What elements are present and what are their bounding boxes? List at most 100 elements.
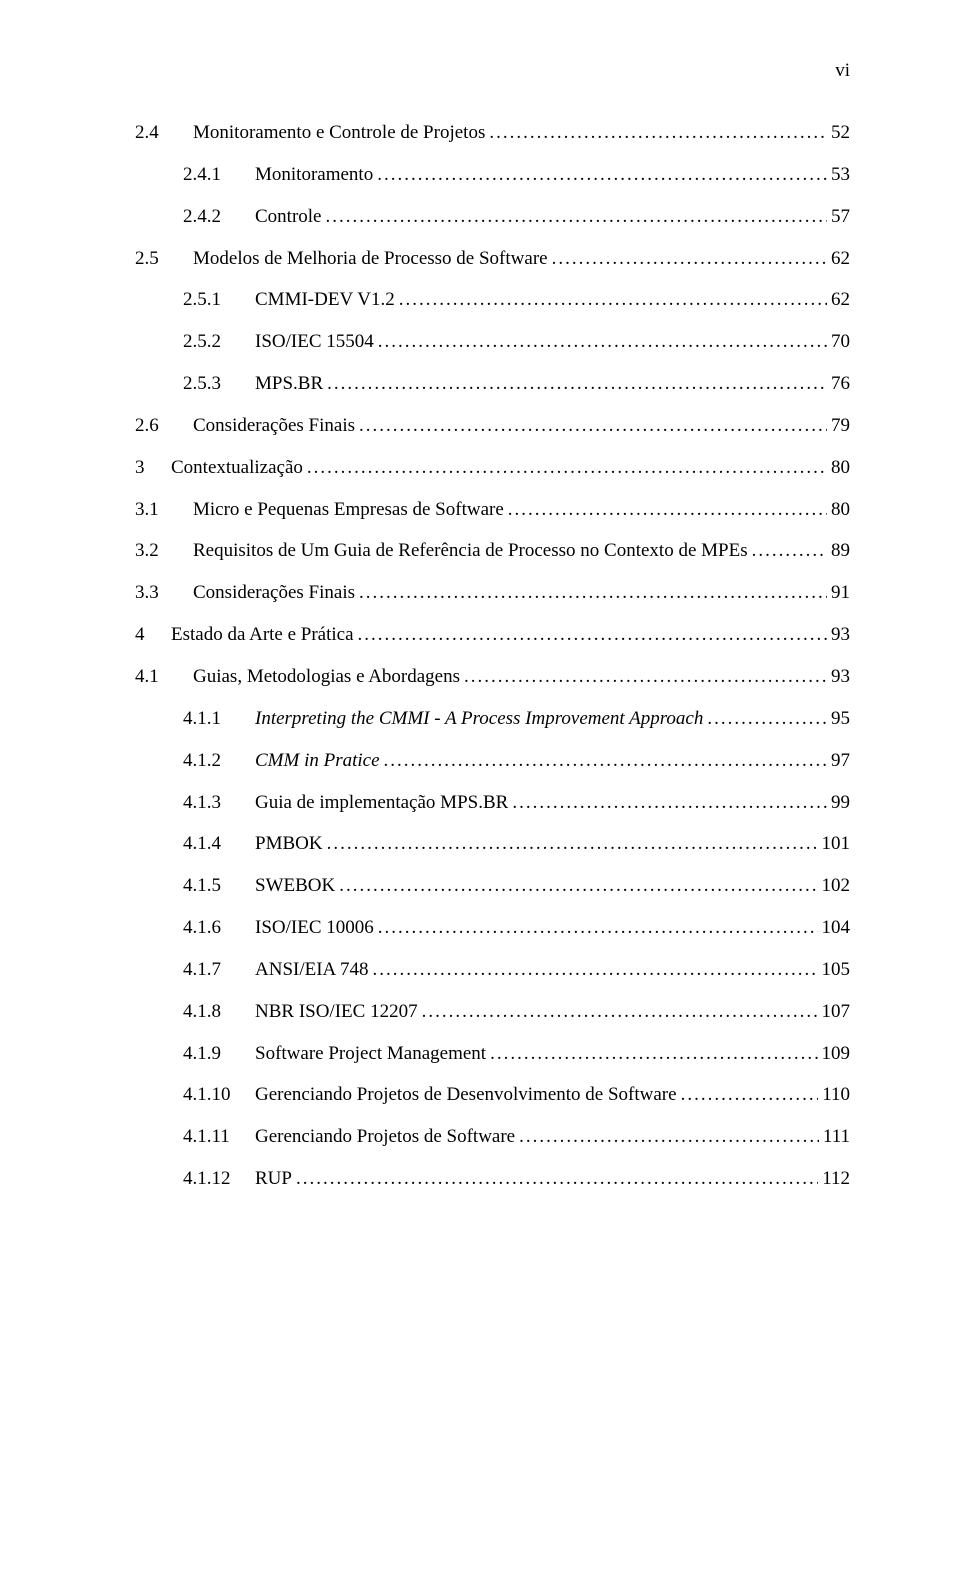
toc-entry: 2.4Monitoramento e Controle de Projetos … bbox=[135, 122, 850, 144]
toc-entry-number: 4.1.12 bbox=[183, 1168, 255, 1190]
toc-entry-title: PMBOK bbox=[255, 833, 323, 855]
toc-entry-page: 62 bbox=[831, 248, 850, 270]
toc-entry: 4.1.5SWEBOK 102 bbox=[183, 875, 850, 897]
toc-entry-number: 4.1.4 bbox=[183, 833, 255, 855]
toc-entry: 2.5.2ISO/IEC 15504 70 bbox=[183, 331, 850, 353]
toc-entry-page: 93 bbox=[831, 624, 850, 646]
toc-entry-number: 4.1.3 bbox=[183, 792, 255, 814]
toc-leader-dots bbox=[339, 875, 817, 897]
toc-entry-page: 89 bbox=[831, 540, 850, 562]
toc-entry-title: CMMI-DEV V1.2 bbox=[255, 289, 395, 311]
toc-entry: 4.1.7ANSI/EIA 748 105 bbox=[183, 959, 850, 981]
toc-entry-title: Monitoramento bbox=[255, 164, 373, 186]
toc-leader-dots bbox=[377, 164, 827, 186]
toc-entry: 4.1.4PMBOK 101 bbox=[183, 833, 850, 855]
toc-entry-page: 104 bbox=[822, 917, 851, 939]
toc-entry-page: 101 bbox=[822, 833, 851, 855]
toc-entry-page: 107 bbox=[822, 1001, 851, 1023]
toc-entry-page: 76 bbox=[831, 373, 850, 395]
toc-leader-dots bbox=[399, 289, 827, 311]
toc-entry-number: 3.3 bbox=[135, 582, 193, 604]
toc-entry: 4.1.3Guia de implementação MPS.BR 99 bbox=[183, 792, 850, 814]
toc-entry-title: Interpreting the CMMI - A Process Improv… bbox=[255, 708, 703, 730]
toc-entry-title: SWEBOK bbox=[255, 875, 335, 897]
toc-leader-dots bbox=[384, 750, 827, 772]
toc-entry: 4.1.9Software Project Management 109 bbox=[183, 1043, 850, 1065]
toc-entry-page: 79 bbox=[831, 415, 850, 437]
toc-entry-number: 3.2 bbox=[135, 540, 193, 562]
toc-entry-page: 80 bbox=[831, 457, 850, 479]
toc-entry: 3.1Micro e Pequenas Empresas de Software… bbox=[135, 499, 850, 521]
toc-entry-number: 4 bbox=[135, 624, 171, 646]
toc-entry: 4.1.12RUP 112 bbox=[183, 1168, 850, 1190]
toc-entry-title: Estado da Arte e Prática bbox=[171, 624, 354, 646]
toc-entry-title: Considerações Finais bbox=[193, 415, 355, 437]
toc-leader-dots bbox=[508, 499, 827, 521]
toc-entry-number: 4.1.8 bbox=[183, 1001, 255, 1023]
toc-entry-page: 80 bbox=[831, 499, 850, 521]
table-of-contents: 2.4Monitoramento e Controle de Projetos … bbox=[135, 122, 850, 1190]
toc-entry: 4Estado da Arte e Prática 93 bbox=[135, 624, 850, 646]
toc-entry-number: 4.1.10 bbox=[183, 1084, 255, 1106]
toc-leader-dots bbox=[296, 1168, 818, 1190]
toc-entry-page: 105 bbox=[822, 959, 851, 981]
toc-leader-dots bbox=[681, 1084, 819, 1106]
toc-entry-number: 4.1.7 bbox=[183, 959, 255, 981]
toc-entry-number: 2.5.2 bbox=[183, 331, 255, 353]
toc-entry-number: 2.6 bbox=[135, 415, 193, 437]
toc-entry-title: Modelos de Melhoria de Processo de Softw… bbox=[193, 248, 548, 270]
toc-leader-dots bbox=[359, 582, 827, 604]
toc-entry-number: 2.5 bbox=[135, 248, 193, 270]
toc-entry: 3.2Requisitos de Um Guia de Referência d… bbox=[135, 540, 850, 562]
toc-entry-page: 95 bbox=[831, 708, 850, 730]
toc-entry-title: Guia de implementação MPS.BR bbox=[255, 792, 508, 814]
toc-leader-dots bbox=[490, 1043, 817, 1065]
toc-entry-number: 3.1 bbox=[135, 499, 193, 521]
toc-entry-page: 102 bbox=[822, 875, 851, 897]
toc-entry: 4.1.2CMM in Pratice 97 bbox=[183, 750, 850, 772]
toc-entry-title: ISO/IEC 10006 bbox=[255, 917, 374, 939]
toc-entry-number: 2.4.1 bbox=[183, 164, 255, 186]
toc-entry: 4.1.1Interpreting the CMMI - A Process I… bbox=[183, 708, 850, 730]
toc-entry-title: Micro e Pequenas Empresas de Software bbox=[193, 499, 504, 521]
toc-entry-title: Contextualização bbox=[171, 457, 303, 479]
toc-leader-dots bbox=[519, 1126, 819, 1148]
toc-entry-title: ANSI/EIA 748 bbox=[255, 959, 368, 981]
toc-entry-title: ISO/IEC 15504 bbox=[255, 331, 374, 353]
toc-leader-dots bbox=[327, 833, 818, 855]
toc-leader-dots bbox=[307, 457, 827, 479]
toc-entry-number: 4.1.2 bbox=[183, 750, 255, 772]
toc-entry: 2.5Modelos de Melhoria de Processo de So… bbox=[135, 248, 850, 270]
toc-entry-page: 93 bbox=[831, 666, 850, 688]
toc-entry: 4.1.8NBR ISO/IEC 12207 107 bbox=[183, 1001, 850, 1023]
toc-entry-number: 2.5.1 bbox=[183, 289, 255, 311]
toc-entry-page: 97 bbox=[831, 750, 850, 772]
toc-entry: 4.1.10Gerenciando Projetos de Desenvolvi… bbox=[183, 1084, 850, 1106]
toc-entry-page: 109 bbox=[822, 1043, 851, 1065]
toc-entry-number: 4.1.9 bbox=[183, 1043, 255, 1065]
toc-leader-dots bbox=[552, 248, 827, 270]
toc-leader-dots bbox=[378, 917, 818, 939]
toc-leader-dots bbox=[707, 708, 827, 730]
toc-entry: 3.3Considerações Finais 91 bbox=[135, 582, 850, 604]
toc-entry-page: 70 bbox=[831, 331, 850, 353]
toc-entry-title: Gerenciando Projetos de Software bbox=[255, 1126, 515, 1148]
toc-entry: 3Contextualização 80 bbox=[135, 457, 850, 479]
toc-entry-page: 52 bbox=[831, 122, 850, 144]
toc-entry-number: 2.4 bbox=[135, 122, 193, 144]
toc-entry: 2.5.1CMMI-DEV V1.2 62 bbox=[183, 289, 850, 311]
toc-leader-dots bbox=[464, 666, 827, 688]
toc-entry-title: Requisitos de Um Guia de Referência de P… bbox=[193, 540, 748, 562]
toc-entry-page: 112 bbox=[822, 1168, 850, 1190]
toc-leader-dots bbox=[327, 373, 827, 395]
toc-leader-dots bbox=[378, 331, 827, 353]
toc-entry-number: 2.4.2 bbox=[183, 206, 255, 228]
toc-entry-number: 4.1.6 bbox=[183, 917, 255, 939]
toc-leader-dots bbox=[372, 959, 817, 981]
toc-entry: 2.6Considerações Finais 79 bbox=[135, 415, 850, 437]
toc-leader-dots bbox=[359, 415, 827, 437]
toc-leader-dots bbox=[326, 206, 828, 228]
toc-entry: 2.4.2Controle 57 bbox=[183, 206, 850, 228]
toc-entry-number: 4.1.11 bbox=[183, 1126, 255, 1148]
toc-entry: 4.1Guias, Metodologias e Abordagens 93 bbox=[135, 666, 850, 688]
